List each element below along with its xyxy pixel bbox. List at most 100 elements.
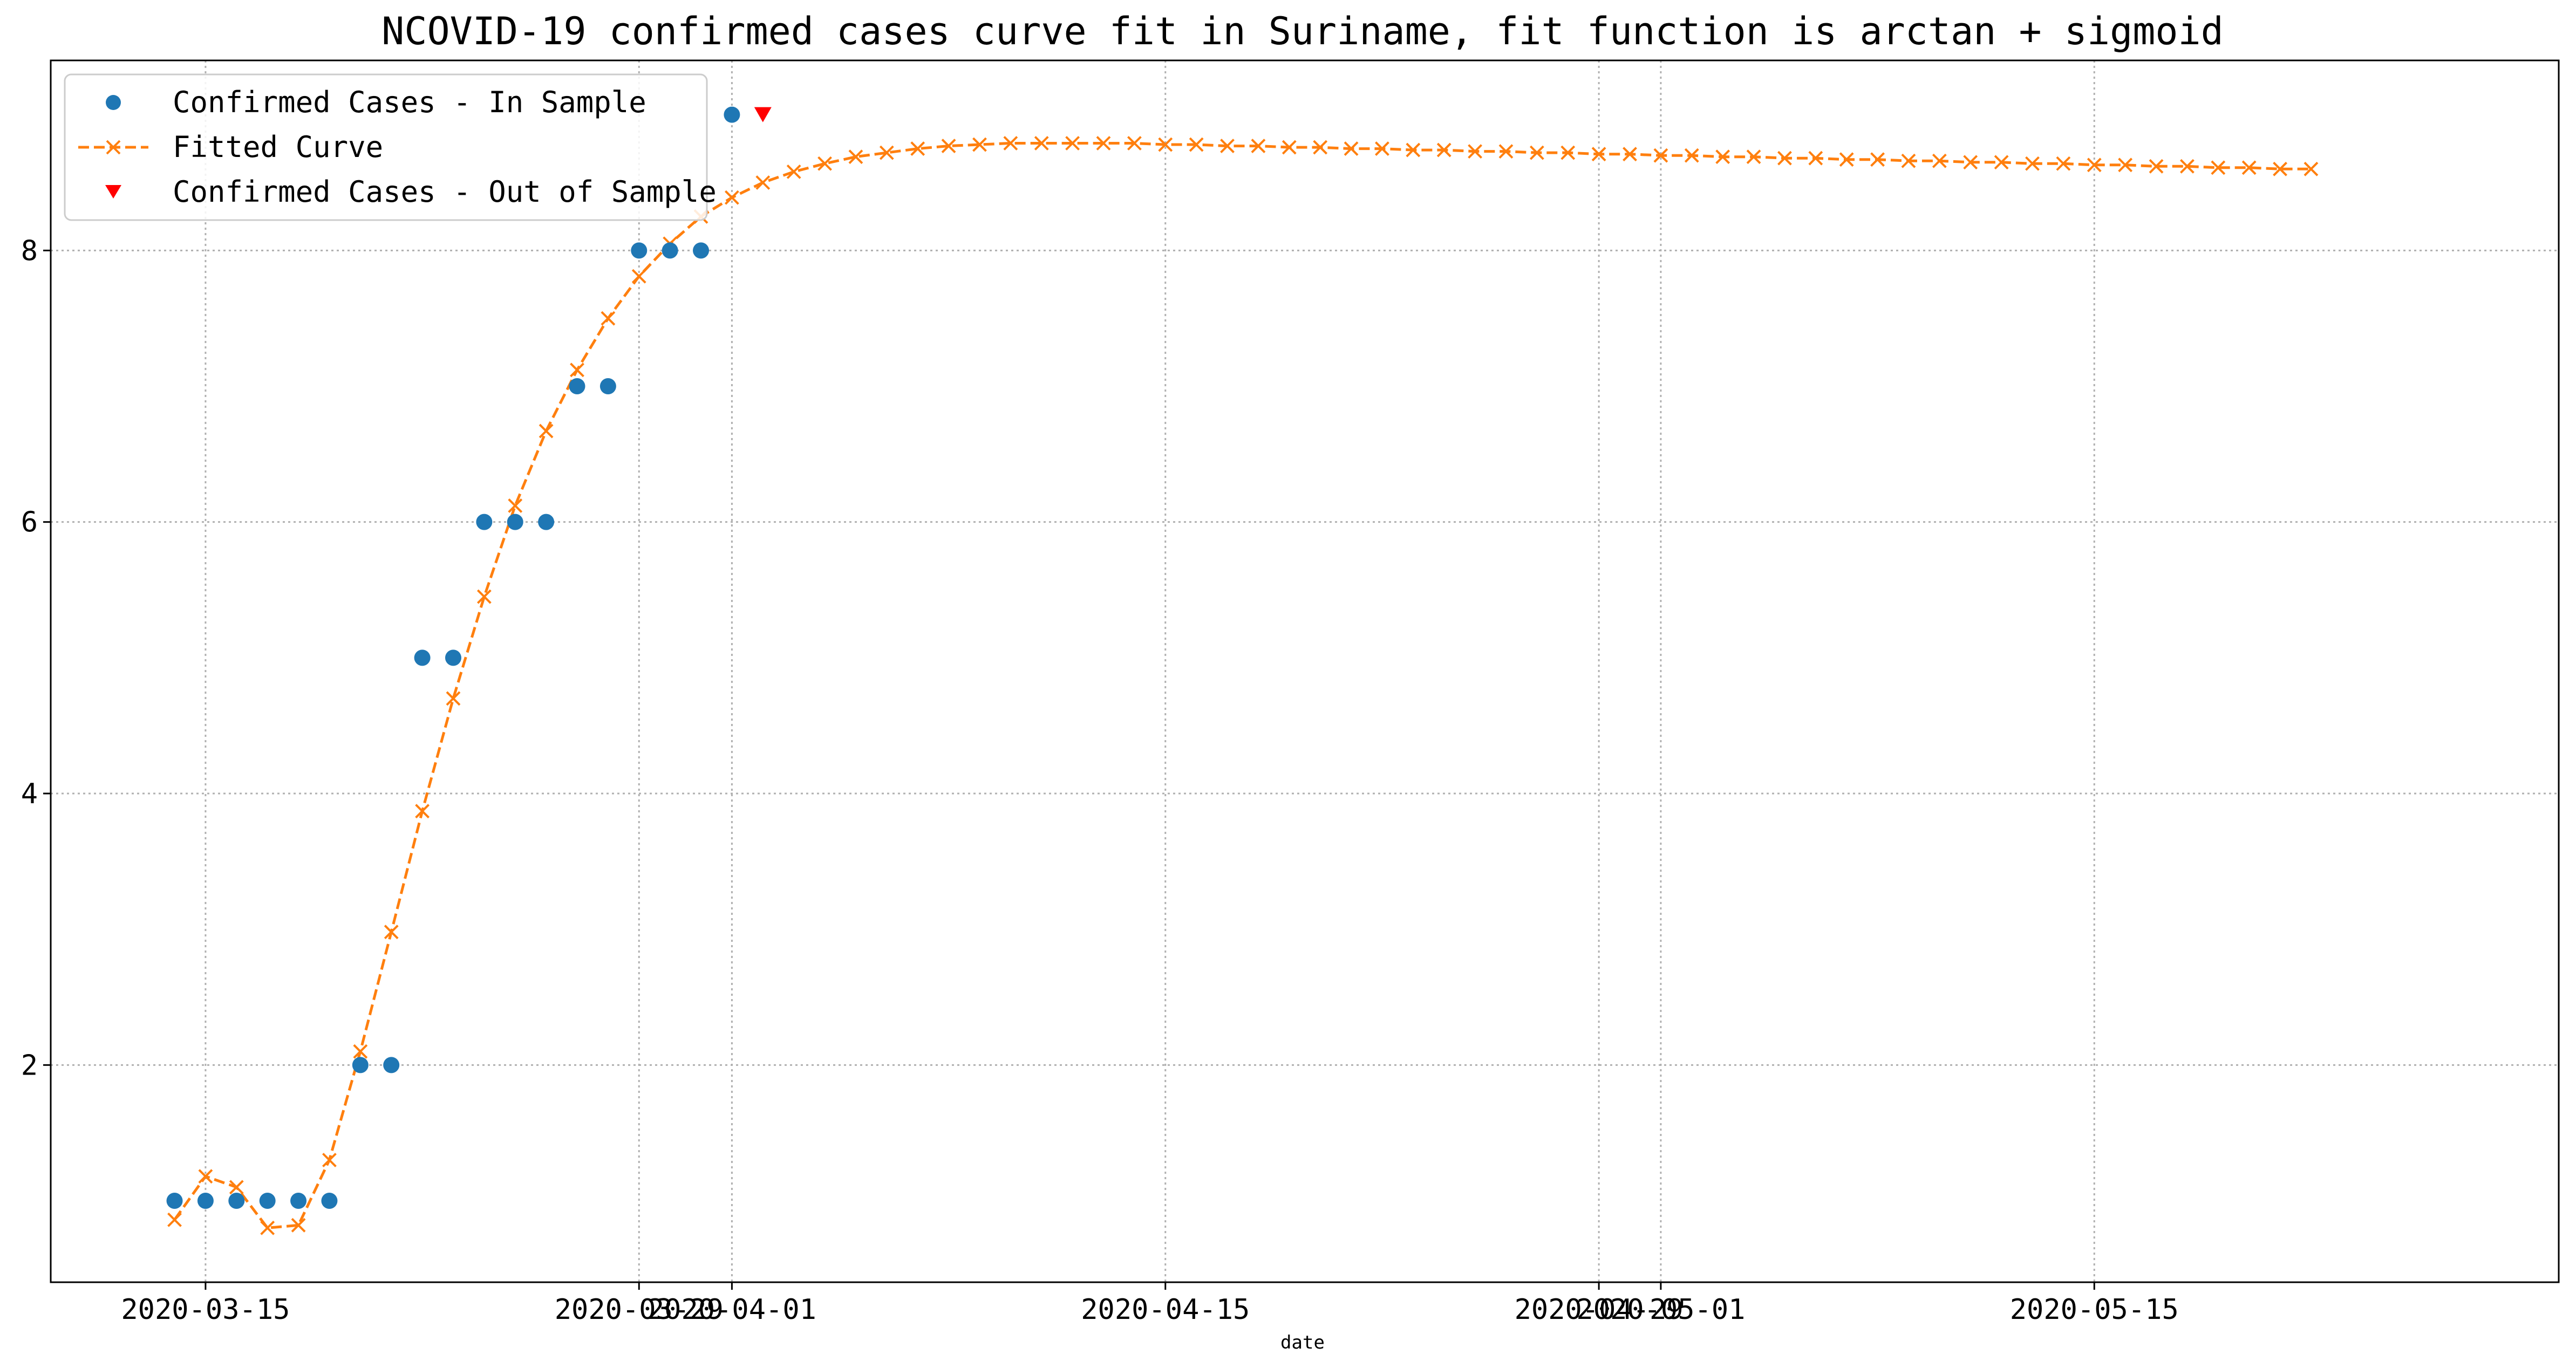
fitted-curve-point bbox=[1127, 136, 1142, 151]
in-sample-point bbox=[507, 514, 523, 530]
in-sample-point bbox=[383, 1057, 400, 1073]
in-sample-point bbox=[476, 514, 493, 530]
fitted-curve-point bbox=[322, 1153, 337, 1167]
fitted-curve-point bbox=[1932, 153, 1947, 168]
in-sample-point bbox=[445, 649, 461, 666]
y-tick-label: 2 bbox=[21, 1049, 38, 1082]
fitted-curve-point bbox=[1839, 152, 1854, 167]
fitted-curve-point bbox=[601, 311, 616, 326]
fitted-curve-point bbox=[631, 269, 646, 284]
in-sample-point bbox=[662, 242, 678, 259]
fitted-curve-point bbox=[1406, 142, 1421, 158]
fitted-curve-point bbox=[1436, 142, 1451, 158]
fitted-curve-point bbox=[1158, 137, 1173, 152]
x-tick-label: 2020-03-15 bbox=[121, 1294, 290, 1326]
series-layer bbox=[166, 106, 2319, 1235]
fitted-curve-point bbox=[1870, 152, 1885, 167]
x-tick-label: 2020-05-01 bbox=[1576, 1294, 1745, 1326]
legend-marker-out-sample bbox=[105, 185, 121, 199]
grid bbox=[51, 60, 2559, 1282]
in-sample-point bbox=[631, 242, 648, 259]
legend-label-fitted: Fitted Curve bbox=[173, 130, 383, 164]
in-sample-point bbox=[352, 1057, 369, 1073]
fitted-curve-point bbox=[786, 164, 801, 179]
fitted-curve-point bbox=[2025, 156, 2040, 171]
fitted-curve-point bbox=[1715, 149, 1730, 165]
x-tick-label: 2020-04-29 bbox=[1515, 1294, 1684, 1326]
in-sample-point bbox=[197, 1193, 214, 1209]
in-sample-point bbox=[724, 106, 740, 123]
fitted-curve-point bbox=[972, 137, 987, 152]
fitted-curve-point bbox=[1529, 145, 1544, 160]
fitted-curve-line bbox=[173, 142, 2311, 1229]
fitted-curve-point bbox=[1560, 145, 1576, 160]
fitted-curve-point bbox=[1282, 140, 1297, 155]
fitted-curve-point bbox=[1251, 139, 1266, 153]
fitted-curve-point bbox=[2087, 158, 2102, 173]
in-sample-point bbox=[599, 378, 616, 394]
in-sample-point bbox=[414, 649, 431, 666]
fitted-curve-point bbox=[415, 804, 430, 819]
chart-title: NCOVID-19 confirmed cases curve fit in S… bbox=[381, 9, 2224, 53]
x-tick-label: 2020-04-15 bbox=[1081, 1294, 1250, 1326]
fitted-curve-point bbox=[1220, 139, 1235, 153]
fitted-curve-point bbox=[2241, 160, 2257, 175]
fitted-curve-point bbox=[2211, 160, 2226, 175]
in-sample-point bbox=[538, 514, 555, 530]
y-tick-label: 6 bbox=[21, 507, 38, 539]
fitted-curve-point bbox=[879, 145, 894, 160]
fitted-curve-point bbox=[198, 1169, 213, 1184]
x-tick-label: 2020-05-15 bbox=[2010, 1294, 2179, 1326]
fitted-curve-point bbox=[1034, 136, 1049, 151]
fitted-curve-point bbox=[476, 589, 492, 604]
fitted-curve-point bbox=[1777, 151, 1792, 166]
fitted-curve-point bbox=[2273, 161, 2287, 176]
fitted-curve-point bbox=[1065, 136, 1080, 151]
fitted-curve-point bbox=[755, 175, 771, 190]
y-tick-label: 4 bbox=[21, 778, 38, 810]
legend-box bbox=[64, 73, 708, 221]
fitted-curve-point bbox=[1963, 155, 1978, 170]
fitted-curve-point bbox=[1344, 141, 1359, 156]
fitted-curve-point bbox=[167, 1212, 182, 1227]
fitted-curve-point bbox=[508, 498, 523, 513]
fitted-curve-point bbox=[2118, 158, 2133, 173]
fitted-curve-point bbox=[1468, 144, 1483, 159]
fitted-curve-point bbox=[353, 1044, 368, 1059]
fitted-curve-point bbox=[817, 156, 832, 171]
legend-marker-in-sample bbox=[106, 95, 121, 110]
fitted-curve-point bbox=[1096, 136, 1111, 151]
fitted-curve-point bbox=[848, 149, 863, 165]
plot-frame bbox=[50, 59, 2560, 1283]
in-sample-point bbox=[166, 1193, 183, 1209]
fitted-curve-point bbox=[539, 423, 554, 439]
fitted-curve-point bbox=[2056, 156, 2071, 171]
in-sample-point bbox=[259, 1193, 276, 1209]
fitted-curve-point bbox=[2149, 159, 2164, 174]
fitted-curve-point bbox=[1684, 148, 1699, 163]
x-tick-label: 2020-04-01 bbox=[648, 1294, 816, 1326]
in-sample-point bbox=[569, 378, 585, 394]
y-tick-label: 8 bbox=[21, 235, 38, 267]
legend-label-in-sample: Confirmed Cases - In Sample bbox=[173, 85, 646, 119]
fitted-curve-point bbox=[941, 139, 956, 153]
fitted-curve-point bbox=[1375, 141, 1389, 156]
fitted-curve-point bbox=[291, 1217, 306, 1233]
x-axis-label: date bbox=[1280, 1332, 1325, 1353]
fitted-curve-point bbox=[1653, 148, 1668, 163]
in-sample-point bbox=[321, 1193, 338, 1209]
fitted-curve-point bbox=[2179, 159, 2195, 174]
fitted-curve-point bbox=[1746, 149, 1761, 165]
fitted-curve-point bbox=[1591, 147, 1606, 162]
in-sample-point bbox=[290, 1193, 307, 1209]
fitted-curve-point bbox=[384, 925, 399, 940]
fitted-curve-point bbox=[1901, 153, 1916, 168]
fitted-curve-point bbox=[446, 691, 461, 706]
fitted-curve-point bbox=[1313, 140, 1328, 155]
fitted-curve-point bbox=[1808, 151, 1823, 166]
x-tick-label: 2020-03-29 bbox=[555, 1294, 724, 1326]
legend-label-out-sample: Confirmed Cases - Out of Sample bbox=[173, 175, 717, 209]
